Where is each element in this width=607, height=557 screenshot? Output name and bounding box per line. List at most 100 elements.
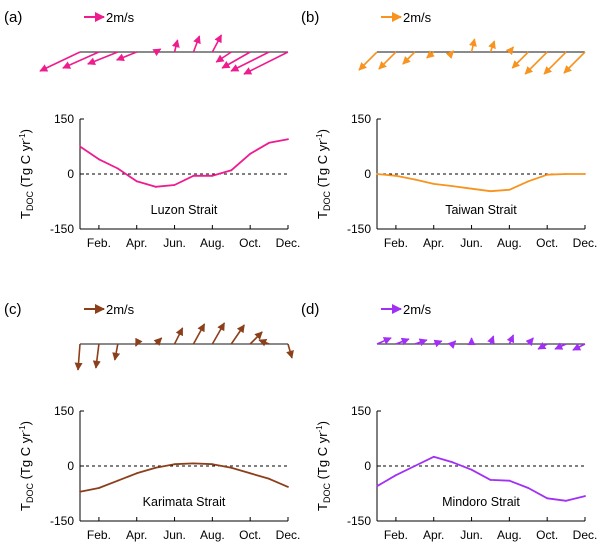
data-point — [470, 187, 473, 190]
data-point — [287, 486, 289, 488]
wind-scale-label: 2m/s — [106, 10, 135, 25]
y-axis-label: TDOC (Tg C yr-1) — [18, 421, 35, 511]
wind-vector — [230, 51, 270, 72]
x-tick-label: Apr. — [126, 528, 147, 542]
data-point — [527, 487, 530, 489]
y-label-sup: -1 — [18, 425, 27, 433]
panels-group: (a) 2m/s 150 0 -150 Feb. Apr. Jun. Aug. Oct. Dec. L… — [4, 9, 597, 542]
y-tick-label: 0 — [364, 167, 371, 181]
data-point — [173, 184, 176, 186]
data-point — [546, 173, 549, 176]
wind-vector — [554, 342, 567, 350]
y-label-main: T — [315, 503, 330, 511]
wind-vector — [505, 46, 514, 56]
x-tick-label: Aug. — [200, 528, 225, 542]
wind-vector — [378, 51, 397, 70]
y-label-sup: -1 — [315, 425, 324, 433]
y-label-close: ) — [315, 421, 330, 425]
x-tick-label: Apr. — [423, 236, 444, 250]
wind-vector — [469, 38, 477, 53]
wind-vector — [537, 342, 548, 350]
data-point — [376, 173, 378, 175]
wind-scale-label: 2m/s — [403, 10, 432, 25]
y-label-sub: DOC — [25, 483, 35, 504]
wind-vector — [92, 343, 101, 369]
wind-vector — [171, 39, 180, 53]
wind-vector — [524, 51, 548, 75]
y-label-units: (Tg C yr — [315, 432, 330, 483]
data-point — [116, 479, 119, 482]
panel-label: (b) — [301, 9, 319, 26]
x-tick-label: Feb. — [87, 236, 111, 250]
wind-vector — [192, 35, 201, 53]
wind-vector — [447, 340, 457, 349]
data-point — [527, 180, 530, 183]
y-tick-label: -150 — [347, 514, 371, 528]
data-point — [211, 174, 214, 177]
x-tick-label: Jun. — [460, 236, 483, 250]
y-label-sub: DOC — [25, 191, 35, 212]
data-point — [211, 463, 214, 466]
wind-vector — [258, 338, 270, 347]
y-label-main: T — [315, 211, 330, 219]
x-tick-label: Feb. — [87, 528, 111, 542]
wind-vector — [249, 331, 263, 345]
wind-vector — [563, 51, 586, 74]
data-point — [230, 169, 233, 172]
y-tick-label: 0 — [364, 459, 371, 473]
wind-vector — [243, 51, 289, 75]
data-point — [154, 185, 157, 188]
wind-vector — [402, 51, 416, 65]
x-tick-label: Jun. — [163, 528, 186, 542]
series-line — [79, 462, 289, 493]
y-label-close: ) — [18, 421, 33, 425]
wind-vector — [506, 334, 515, 345]
wind-vector — [62, 51, 100, 69]
wind-vector — [152, 48, 162, 57]
x-tick-label: Oct. — [239, 236, 261, 250]
y-label-sup: -1 — [315, 133, 324, 141]
y-tick-label: 150 — [351, 404, 371, 418]
wind-vector — [211, 34, 223, 53]
data-point — [79, 490, 81, 493]
data-point — [135, 180, 138, 183]
wind-vector — [487, 335, 495, 345]
y-tick-label: 150 — [54, 112, 74, 126]
wind-vector — [572, 343, 586, 351]
series-line — [376, 173, 585, 193]
y-axis-label: TDOC (Tg C yr-1) — [18, 129, 35, 219]
panel-1: (a) 2m/s 150 0 -150 Feb. Apr. Jun. Aug. Oct. Dec. L… — [4, 9, 300, 250]
data-point — [395, 174, 397, 177]
wind-vector — [39, 51, 81, 72]
x-tick-label: Oct. — [536, 236, 558, 250]
panel-label: (d) — [301, 301, 319, 318]
wind-vector — [414, 338, 428, 347]
x-tick-label: Dec. — [573, 236, 598, 250]
data-point — [268, 477, 270, 480]
data-point — [395, 474, 397, 477]
x-tick-label: Jun. — [460, 528, 483, 542]
wind-vector — [488, 40, 496, 53]
y-axis-label: TDOC (Tg C yr-1) — [315, 421, 332, 511]
y-axis-label: TDOC (Tg C yr-1) — [315, 129, 332, 219]
data-point — [268, 141, 270, 144]
y-tick-label: 150 — [351, 112, 371, 126]
strait-label: Mindoro Strait — [442, 495, 520, 509]
x-tick-label: Apr. — [126, 236, 147, 250]
x-tick-label: Oct. — [536, 528, 558, 542]
wind-vector — [221, 51, 251, 69]
data-point — [249, 472, 252, 475]
wind-vector — [358, 51, 378, 71]
data-point — [565, 173, 567, 175]
wind-vector — [426, 50, 435, 59]
data-point — [546, 497, 549, 500]
wind-vector — [192, 323, 206, 345]
x-tick-label: Feb. — [384, 236, 408, 250]
y-label-close: ) — [315, 129, 330, 133]
data-point — [287, 138, 289, 141]
data-point — [451, 185, 454, 188]
data-point — [376, 485, 378, 488]
data-point — [79, 145, 81, 148]
panel-4: (d) 2m/s 150 0 -150 Feb. Apr. Jun. Aug. Oct. Dec. M… — [301, 301, 597, 542]
y-tick-label: -150 — [50, 222, 74, 236]
